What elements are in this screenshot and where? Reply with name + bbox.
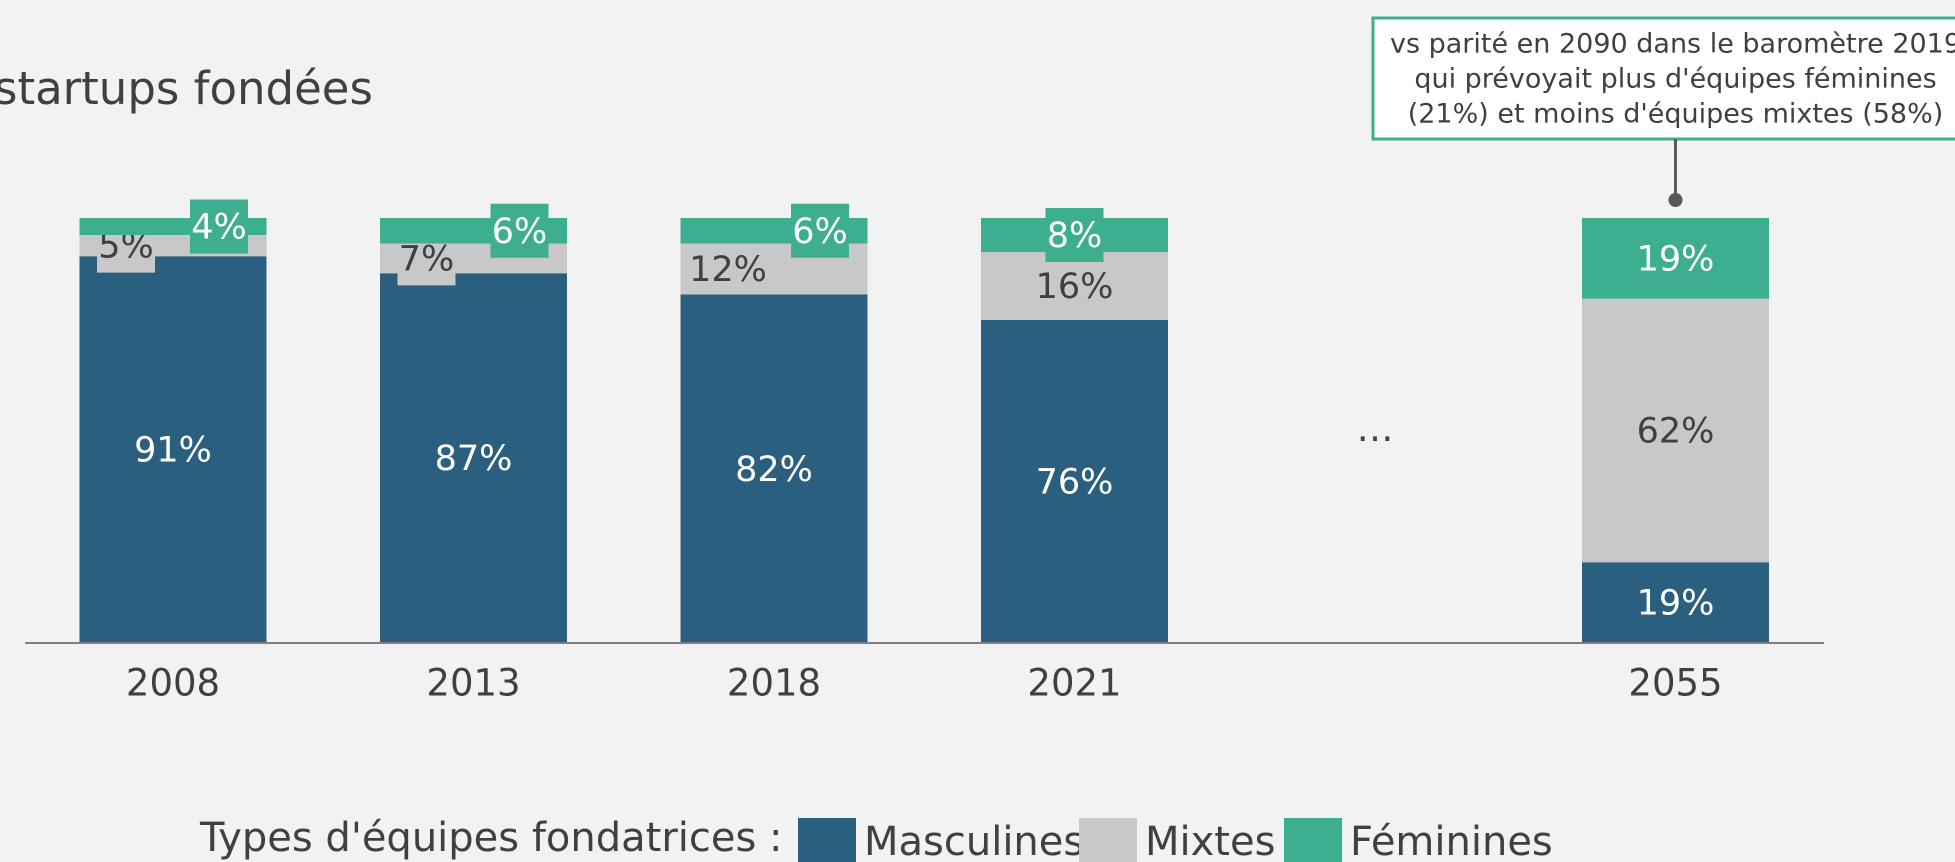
legend-swatch xyxy=(798,818,856,862)
value-label: 6% xyxy=(492,212,548,252)
value-label: 6% xyxy=(792,212,848,252)
bar-segment xyxy=(680,294,868,643)
legend-label: Masculines xyxy=(864,819,1084,862)
x-tick-label: 2018 xyxy=(727,662,821,705)
value-label: 62% xyxy=(1637,412,1715,452)
legend-label: Féminines xyxy=(1350,819,1553,862)
value-label-box xyxy=(1045,208,1104,262)
x-tick-label: 2013 xyxy=(426,662,520,705)
value-label: 4% xyxy=(191,208,247,248)
bar-segment xyxy=(981,320,1168,643)
value-label: 7% xyxy=(399,239,455,279)
value-label: 12% xyxy=(689,250,767,290)
value-label-box xyxy=(490,203,549,258)
chart-title: startups fondées xyxy=(0,62,373,115)
value-label: 8% xyxy=(1047,216,1103,256)
annotation-dot xyxy=(1668,193,1683,207)
bar-segment xyxy=(79,256,267,643)
annotation-box xyxy=(1371,16,1955,141)
x-tick-label: 2055 xyxy=(1628,662,1722,705)
value-label: 87% xyxy=(435,439,513,479)
bar-segment xyxy=(1582,298,1769,563)
annotation-text: qui prévoyait plus d'équipes féminines xyxy=(1414,64,1936,95)
bar-segment xyxy=(1582,562,1769,643)
category-gap-label: … xyxy=(1357,407,1394,450)
annotation-text: vs parité en 2090 dans le baromètre 2019 xyxy=(1390,29,1955,60)
bar-segment xyxy=(1582,218,1769,299)
value-label: 82% xyxy=(735,450,813,490)
annotation-text: (21%) et moins d'équipes mixtes (58%) xyxy=(1408,99,1944,130)
legend-swatch xyxy=(1079,818,1137,862)
value-label: 19% xyxy=(1637,239,1715,279)
legend-label: Mixtes xyxy=(1145,819,1275,862)
x-tick-label: 2021 xyxy=(1027,662,1121,705)
value-label: 19% xyxy=(1637,584,1715,624)
value-label-box xyxy=(190,199,248,254)
value-label-box xyxy=(791,203,849,258)
x-tick-label: 2008 xyxy=(126,662,220,705)
legend-swatch xyxy=(1284,818,1342,862)
value-label: 16% xyxy=(1036,267,1114,307)
legend-title: Types d'équipes fondatrices : xyxy=(199,815,783,861)
bar-segment xyxy=(981,252,1168,320)
value-label: 91% xyxy=(134,431,212,471)
bar-segment xyxy=(380,273,567,643)
value-label: 76% xyxy=(1036,463,1114,503)
